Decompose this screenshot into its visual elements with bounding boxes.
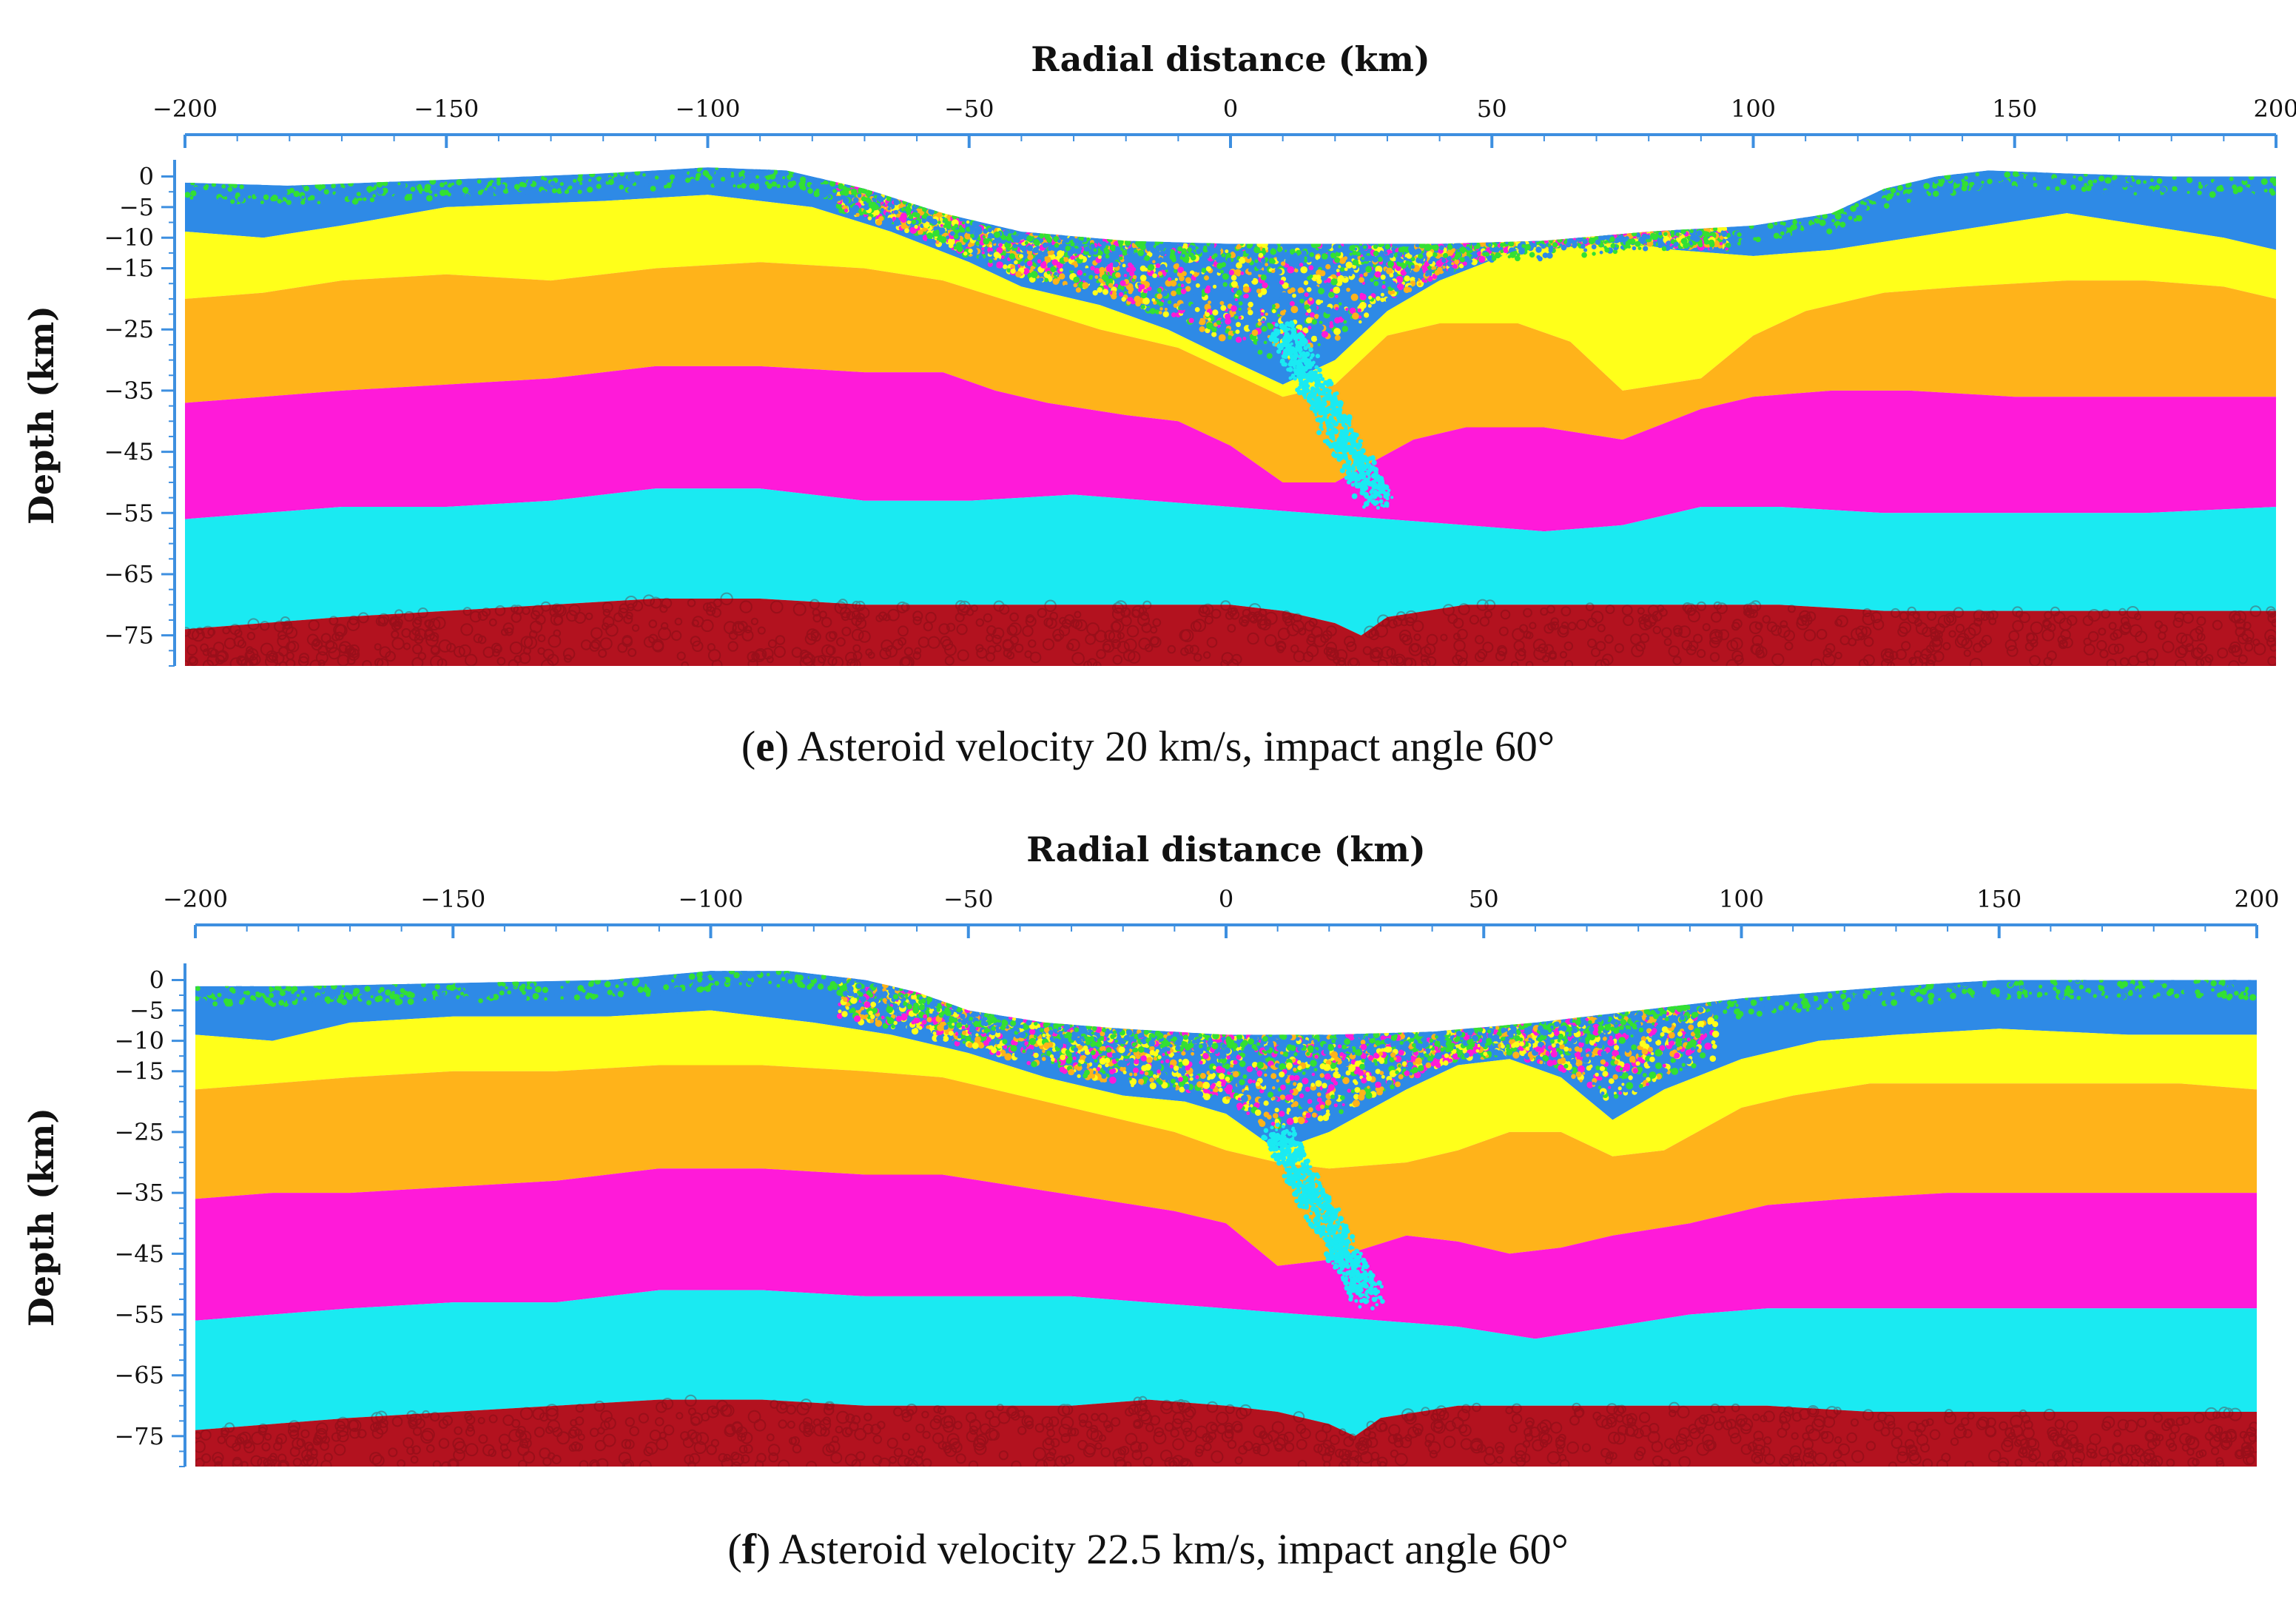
y-tick-label-f: −55 (114, 1301, 164, 1329)
y-tick-label-f: −35 (114, 1179, 164, 1207)
x-tick-label-e: 200 (2253, 95, 2296, 123)
x-tick-label-e: 100 (1731, 95, 1776, 123)
mantle-deep-layer-e (185, 599, 2276, 666)
x-tick-label-f: −200 (163, 885, 228, 913)
upper-crust-layer-f (195, 1010, 2257, 1169)
x-tick-label-f: 100 (1719, 885, 1764, 913)
y-tick-label-e: −45 (104, 438, 154, 466)
crust-top-layer-e (185, 167, 2276, 385)
x-axis-title-e: Radial distance (km) (1031, 39, 1430, 79)
x-tick-label-e: 150 (1992, 95, 2037, 123)
x-tick-label-e: −100 (676, 95, 741, 123)
deep-grain-texture-f (195, 1394, 2257, 1467)
caption-e-letter: e (755, 722, 775, 770)
layers-group-f (195, 971, 2257, 1467)
layers-group-e (185, 167, 2276, 667)
x-tick-label-f: 200 (2234, 885, 2279, 913)
caption-f: (f) Asteroid velocity 22.5 km/s, impact … (727, 1525, 1569, 1573)
x-tick-label-f: 150 (1976, 885, 2021, 913)
y-tick-label-e: 0 (139, 163, 154, 191)
y-tick-label-f: 0 (149, 966, 164, 994)
mantle-upper-layer-e (185, 488, 2276, 636)
upper-crust-layer-e (185, 195, 2276, 397)
caption-e: (e) Asteroid velocity 20 km/s, impact an… (741, 722, 1555, 770)
y-tick-label-f: −10 (114, 1027, 164, 1055)
injection-streak-f (1261, 1122, 1385, 1310)
y-tick-label-e: −35 (104, 377, 154, 405)
caption-e-text: Asteroid velocity 20 km/s, impact angle … (789, 722, 1555, 770)
y-tick-label-e: −25 (104, 315, 154, 343)
y-tick-label-e: −75 (104, 622, 154, 650)
x-tick-label-e: −50 (944, 95, 994, 123)
x-tick-label-e: 50 (1477, 95, 1507, 123)
y-axis-title-e: Depth (km) (21, 306, 61, 525)
injection-streak-e (1268, 320, 1394, 510)
deep-grain-texture-e (185, 592, 2276, 667)
x-tick-label-f: −150 (420, 885, 485, 913)
mantle-upper-layer-f (195, 1290, 2257, 1436)
x-tick-label-e: 0 (1223, 95, 1238, 123)
y-tick-label-e: −65 (104, 560, 154, 588)
lower-crust-layer-f (195, 1168, 2257, 1339)
x-tick-label-f: 50 (1469, 885, 1499, 913)
y-tick-label-e: −15 (104, 255, 154, 283)
lower-crust-layer-e (185, 366, 2276, 532)
x-tick-label-e: −200 (152, 95, 218, 123)
mantle-deep-layer-f (195, 1399, 2257, 1467)
y-tick-label-f: −45 (114, 1239, 164, 1268)
mid-crust-layer-e (185, 262, 2276, 482)
y-tick-label-e: −5 (119, 193, 154, 221)
y-tick-label-f: −65 (114, 1361, 164, 1390)
y-axis-title-f: Depth (km) (21, 1108, 61, 1327)
y-tick-label-f: −15 (114, 1057, 164, 1085)
x-tick-label-f: −50 (943, 885, 994, 913)
x-tick-label-f: 0 (1219, 885, 1233, 913)
y-tick-label-f: −25 (114, 1118, 164, 1146)
caption-f-text: Asteroid velocity 22.5 km/s, impact angl… (770, 1525, 1569, 1573)
mid-crust-layer-f (195, 1065, 2257, 1266)
x-tick-label-e: −150 (414, 95, 479, 123)
y-tick-label-f: −5 (129, 997, 164, 1025)
y-tick-label-e: −10 (104, 223, 154, 252)
y-tick-label-e: −55 (104, 499, 154, 527)
x-axis-title-f: Radial distance (km) (1026, 829, 1425, 869)
y-tick-label-f: −75 (114, 1422, 164, 1450)
caption-f-letter: f (741, 1525, 757, 1573)
x-tick-label-f: −100 (679, 885, 744, 913)
mixed-debris-e (185, 167, 2276, 363)
